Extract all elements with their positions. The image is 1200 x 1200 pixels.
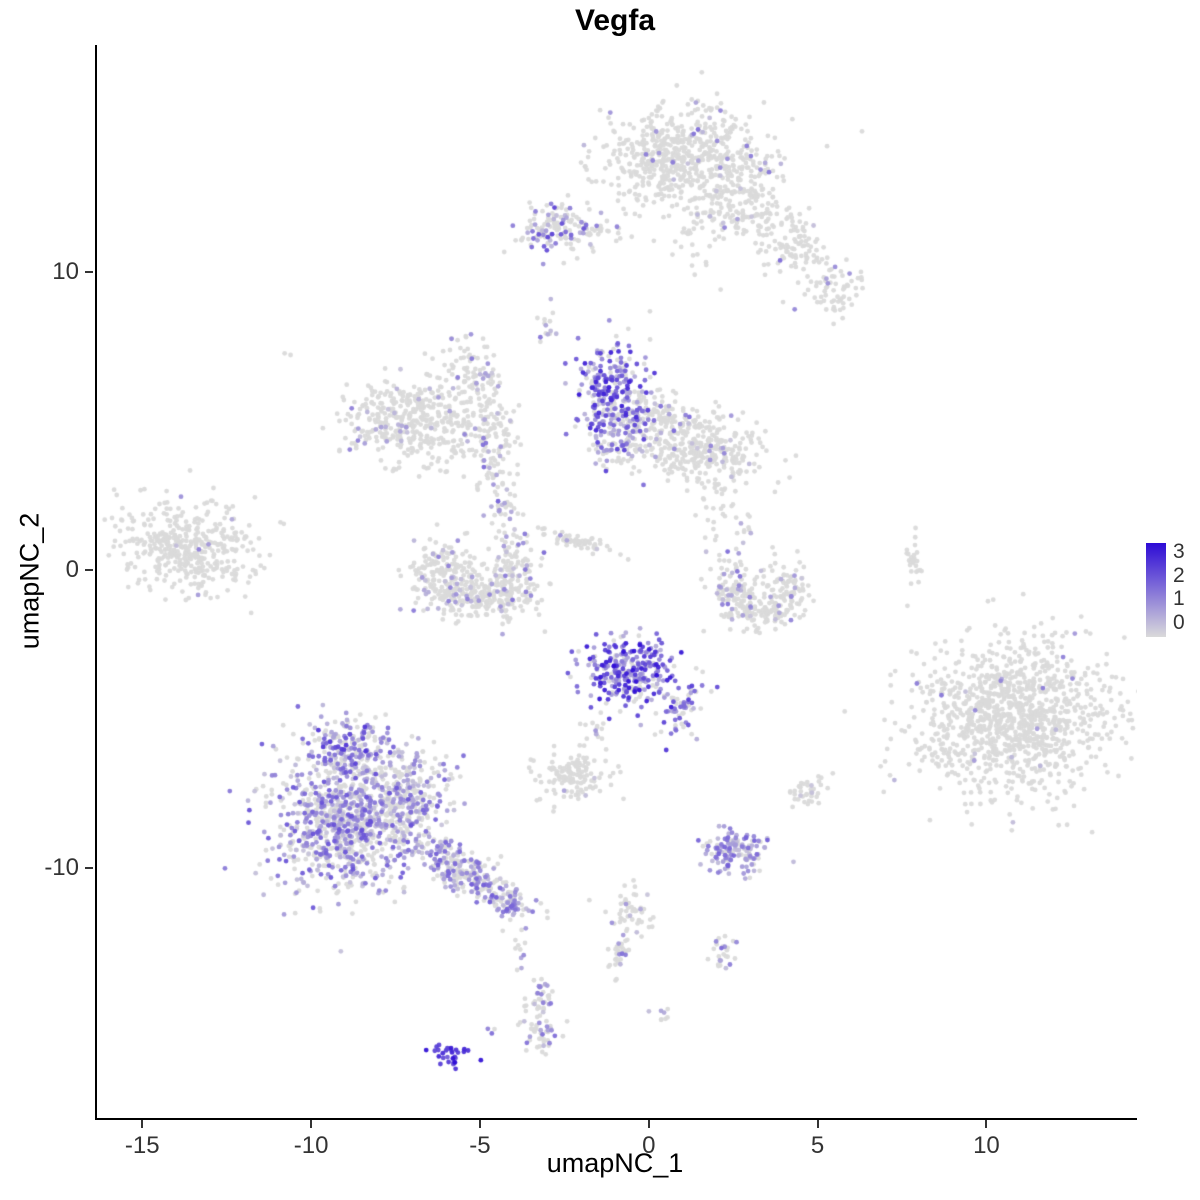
legend-tick-label: 0 bbox=[1173, 610, 1185, 634]
x-tick-label: -5 bbox=[469, 1132, 491, 1159]
y-tick-label: 10 bbox=[52, 257, 79, 285]
x-tick-label: 5 bbox=[810, 1132, 825, 1159]
plot-title: Vegfa bbox=[574, 4, 656, 37]
y-tick-mark bbox=[85, 270, 93, 273]
x-axis-label: umapNC_1 bbox=[546, 1148, 684, 1178]
x-tick-mark bbox=[310, 1120, 313, 1128]
scatter-canvas bbox=[97, 45, 1137, 1118]
x-tick-label: 10 bbox=[973, 1132, 1000, 1159]
x-tick-mark bbox=[816, 1120, 819, 1128]
colorbar-gradient bbox=[1146, 543, 1166, 637]
y-tick-mark bbox=[85, 866, 93, 869]
x-tick-mark bbox=[478, 1120, 481, 1128]
legend-tick-label: 2 bbox=[1173, 563, 1185, 587]
y-tick-label: 0 bbox=[65, 555, 79, 583]
y-axis-label: umapNC_2 bbox=[14, 512, 45, 650]
y-tick-mark bbox=[85, 568, 93, 571]
y-tick-label: -10 bbox=[44, 853, 79, 881]
x-tick-label: -15 bbox=[124, 1132, 160, 1159]
x-tick-mark bbox=[141, 1120, 144, 1128]
legend-tick-label: 3 bbox=[1173, 540, 1185, 563]
x-tick-label: 0 bbox=[642, 1132, 656, 1159]
x-tick-mark bbox=[647, 1120, 650, 1128]
x-tick-label: -10 bbox=[293, 1132, 329, 1159]
plot-panel bbox=[95, 45, 1137, 1120]
x-tick-mark bbox=[985, 1120, 988, 1128]
legend-tick-label: 1 bbox=[1173, 587, 1185, 611]
